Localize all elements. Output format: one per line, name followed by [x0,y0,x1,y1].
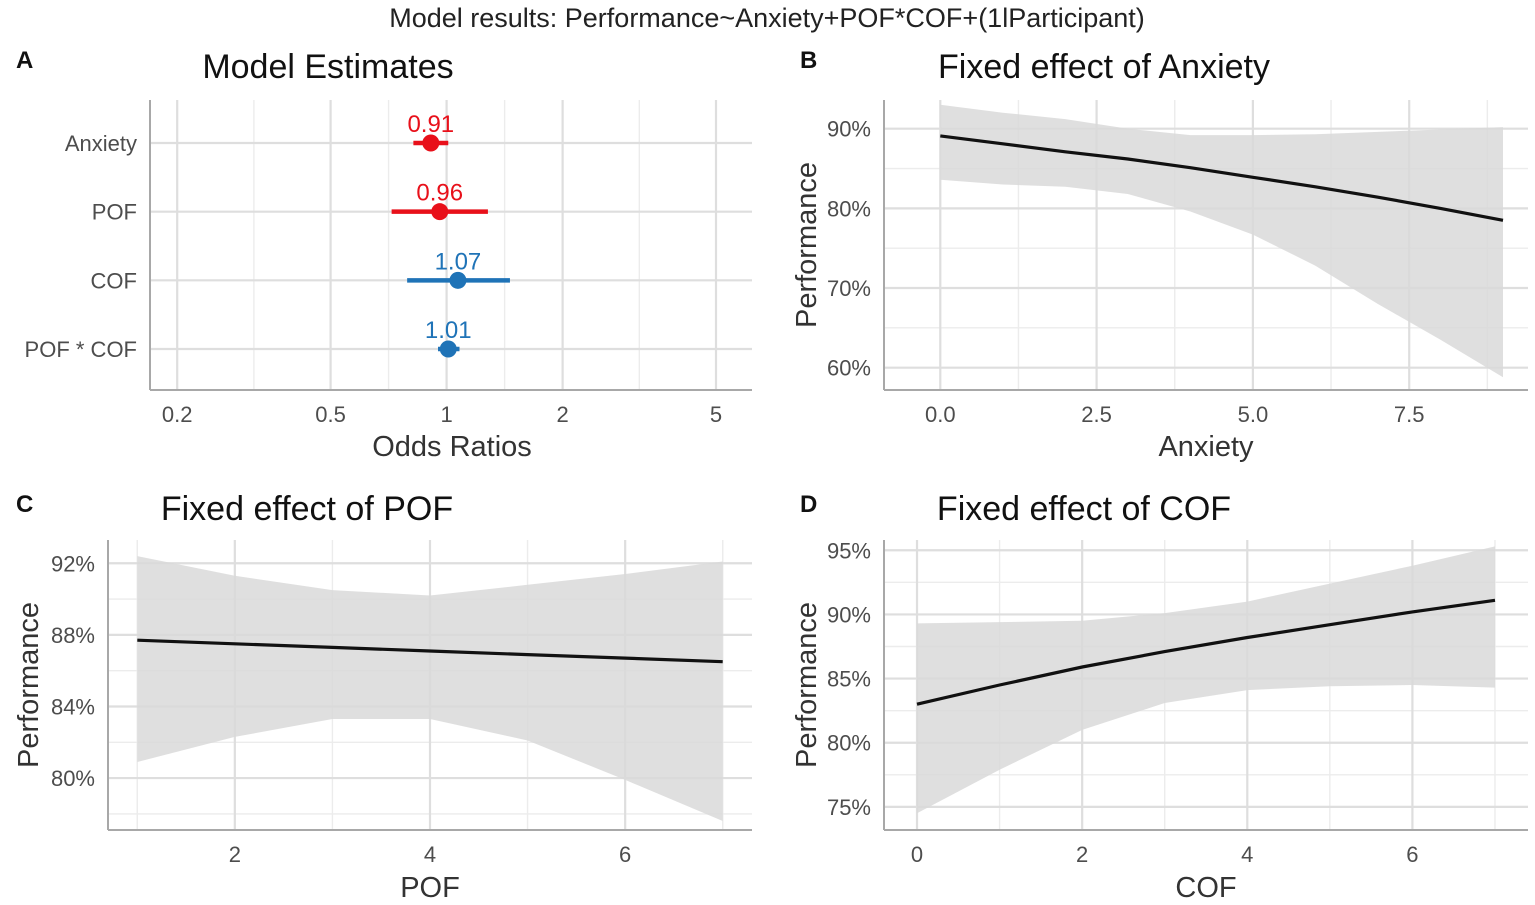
y-tick-label: 80% [827,196,871,221]
x-tick-label: 0.2 [162,402,193,427]
y-tick-label: 80% [827,731,871,756]
fitted-line [940,134,1504,222]
y-tick-label: 85% [827,667,871,692]
y-tick-label: 84% [51,694,95,719]
panel-label: A [16,47,33,74]
y-tick-label: 90% [827,117,871,142]
panel-label: C [16,491,33,518]
estimate-label: 0.96 [416,180,463,207]
y-tick-label: 75% [827,795,871,820]
x-tick-label: 5.0 [1238,402,1269,427]
panel-a-model-estimates: A Model Estimates 0.2 0.5 1 2 5 Anxiety 0.91 POF 0… [16,47,752,463]
y-tick-label: 95% [827,538,871,563]
x-tick-label: 2.5 [1081,402,1112,427]
estimate-point [422,134,440,152]
y-axis-label: Performance [13,602,45,768]
estimate-point [449,271,467,289]
x-axis-label: Anxiety [1158,431,1254,463]
y-tick-label: 80% [51,766,95,791]
x-tick-label: 0.5 [315,402,346,427]
x-tick-label: 5 [710,402,722,427]
x-axis-label: COF [1175,872,1236,904]
y-tick-label: 70% [827,276,871,301]
y-tick-label: 60% [827,356,871,381]
x-tick-label: 6 [619,842,631,867]
y-tick-label: Anxiety [65,131,137,156]
y-tick-label: 90% [827,602,871,627]
y-axis-label: Performance [791,162,823,328]
fitted-line [137,638,723,664]
y-tick-label: COF [91,268,137,293]
panel-title: Fixed effect of Anxiety [938,48,1270,86]
estimate-point [439,340,457,358]
y-tick-label: POF * COF [25,337,137,362]
x-tick-label: 6 [1406,842,1418,867]
estimate-point [431,203,449,221]
confidence-ribbon [917,546,1495,814]
y-tick-label: 92% [51,551,95,576]
estimate-label: 1.01 [425,317,472,344]
x-tick-label: 4 [424,842,436,867]
x-tick-label: 0 [911,842,923,867]
fitted-line [916,598,1496,706]
x-tick-label: 0.0 [925,402,956,427]
y-axis-label: Performance [791,602,823,768]
x-tick-label: 4 [1241,842,1253,867]
y-tick-label: POF [92,200,137,225]
x-tick-label: 2 [1076,842,1088,867]
panel-d-cof-effect: D Fixed effect of COF 0 2 4 6 75% 80% 85% 90% 95% P… [791,490,1528,904]
panel-b-anxiety-effect: B Fixed effect of Anxiety 0.0 2.5 5.0 7.5 60% 7… [791,47,1528,463]
estimate-label: 0.91 [407,111,454,138]
x-tick-label: 7.5 [1394,402,1425,427]
panel-title: Fixed effect of POF [161,490,453,528]
panel-title: Model Estimates [202,48,453,86]
x-axis-label: POF [400,872,460,904]
x-tick-label: 2 [556,402,568,427]
confidence-ribbon [940,104,1503,378]
x-tick-label: 1 [440,402,452,427]
x-axis-label: Odds Ratios [372,431,532,463]
y-tick-label: 88% [51,623,95,648]
panel-c-pof-effect: C Fixed effect of POF 2 4 6 80% 84% 88% 92% Perfo… [13,490,752,904]
x-tick-label: 2 [229,842,241,867]
panel-label: B [800,47,817,74]
figure-title: Model results: Performance~Anxiety+POF*C… [389,3,1145,33]
panel-title: Fixed effect of COF [937,490,1231,528]
panel-label: D [800,491,817,518]
estimate-label: 1.07 [435,248,482,275]
confidence-ribbon [137,556,723,821]
